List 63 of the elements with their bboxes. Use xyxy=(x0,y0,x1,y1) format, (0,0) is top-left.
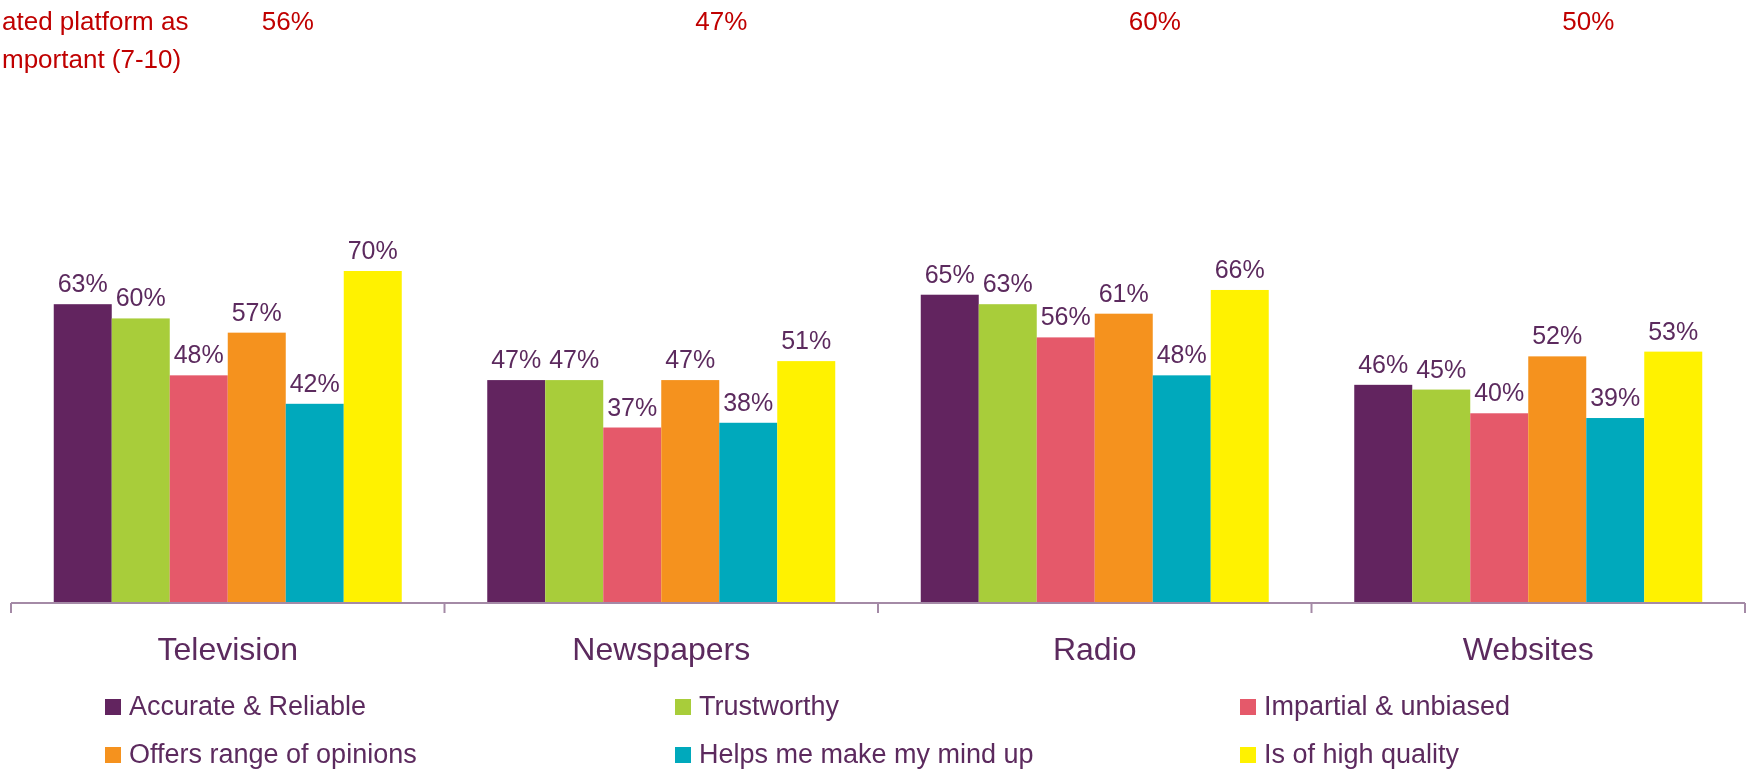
legend-label: Trustworthy xyxy=(699,691,840,721)
data-label: 40% xyxy=(1474,378,1525,407)
data-label: 47% xyxy=(665,345,716,374)
text: ated platform as mportant (7-10) xyxy=(2,6,189,74)
data-label: 45% xyxy=(1416,354,1467,383)
bar xyxy=(978,304,1037,603)
x-tick-label: Radio xyxy=(1052,631,1137,667)
data-label: 56% xyxy=(1040,302,1091,331)
data-label: 63% xyxy=(982,269,1033,298)
x-tick-label: Television xyxy=(157,631,299,667)
bar xyxy=(285,403,344,603)
data-label: 39% xyxy=(1590,383,1641,412)
bar xyxy=(169,375,228,603)
bar xyxy=(111,318,170,603)
bar xyxy=(1152,375,1211,603)
bar xyxy=(603,427,662,603)
bar xyxy=(487,380,546,603)
bar xyxy=(920,294,979,603)
data-label: 65% xyxy=(924,259,975,288)
text: 50% xyxy=(1562,6,1615,36)
data-label: 51% xyxy=(781,326,832,355)
bar xyxy=(661,380,720,603)
bar xyxy=(1412,389,1471,603)
bar xyxy=(1528,356,1587,603)
bar xyxy=(545,380,604,603)
bar xyxy=(1470,413,1529,603)
legend-label: Accurate & Reliable xyxy=(129,691,367,721)
x-tick-label: Websites xyxy=(1462,631,1594,667)
text: 47% xyxy=(695,6,748,36)
legend-label: Helps me make my mind up xyxy=(699,739,1034,769)
data-label: 48% xyxy=(1156,340,1207,369)
bar xyxy=(1354,384,1413,603)
bar xyxy=(227,332,286,603)
data-label: 52% xyxy=(1532,321,1583,350)
bar xyxy=(1094,313,1153,603)
data-label: 53% xyxy=(1648,316,1699,345)
bar xyxy=(777,361,836,603)
data-label: 60% xyxy=(115,283,166,312)
data-label: 66% xyxy=(1214,254,1265,283)
bar xyxy=(719,422,778,603)
data-label: 42% xyxy=(289,368,340,397)
data-label: 61% xyxy=(1098,278,1149,307)
data-label: 57% xyxy=(231,297,282,326)
legend-label: Impartial & unbiased xyxy=(1264,691,1511,721)
bar xyxy=(1644,351,1703,603)
data-label: 48% xyxy=(173,340,224,369)
data-label: 63% xyxy=(57,269,108,298)
data-label: 38% xyxy=(723,387,774,416)
x-tick-label: Newspapers xyxy=(572,631,751,667)
text: 60% xyxy=(1128,6,1181,36)
data-label: 47% xyxy=(491,345,542,374)
data-label: 37% xyxy=(607,392,658,421)
data-label: 46% xyxy=(1358,349,1409,378)
bar xyxy=(1210,289,1269,603)
text: 56% xyxy=(261,6,314,36)
legend-label: Offers range of opinions xyxy=(129,739,417,769)
bar xyxy=(1586,418,1645,603)
data-label: 47% xyxy=(549,345,600,374)
bar xyxy=(343,271,402,603)
legend-label: Is of high quality xyxy=(1264,739,1460,769)
bar xyxy=(53,304,112,603)
bar xyxy=(1036,337,1095,603)
data-label: 70% xyxy=(347,236,398,264)
